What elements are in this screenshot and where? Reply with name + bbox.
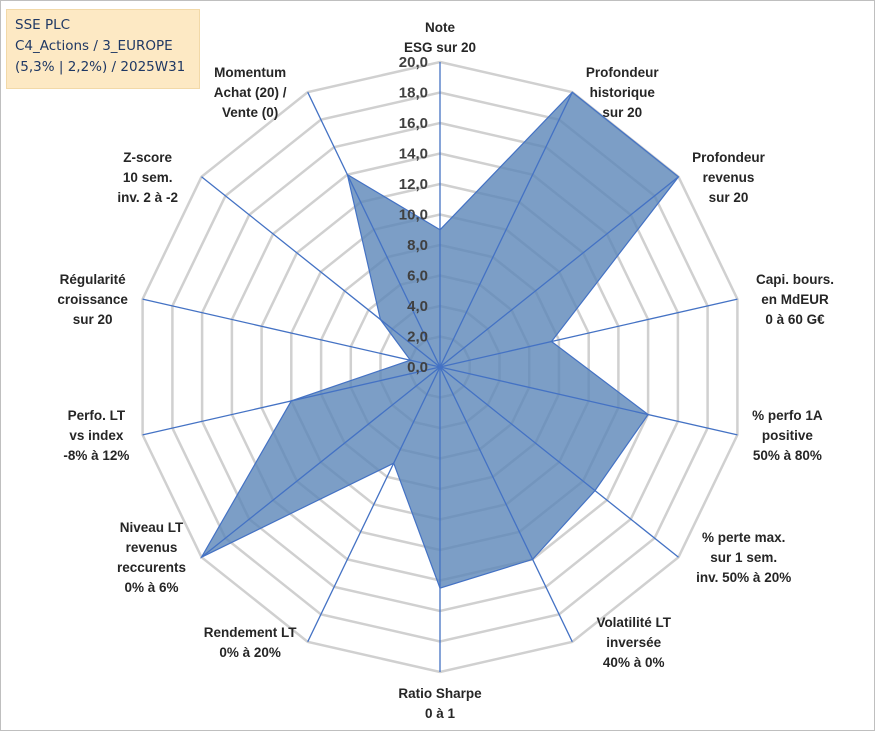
axis-label-line: vs index [69,428,124,443]
company-name: SSE PLC [15,17,71,33]
axis-label: Profondeur historique sur 20 [586,65,659,120]
axis-spoke [307,91,441,368]
axis-label: Profondeur revenus sur 20 [692,150,765,205]
axis-spoke [439,366,679,558]
axis-label-line: 0 à 60 G€ [765,312,825,327]
axis-label-line: Rendement LT [204,625,298,640]
axis-label-line: inversée [606,635,661,650]
axis-label: Niveau LT revenus reccurents 0% à 6% [117,520,186,595]
axis-label: Capi. bours. en MdEUR 0 à 60 G€ [756,272,834,327]
axis-label: Perfo. LT vs index -8% à 12% [63,408,129,463]
axis-spoke [439,366,738,436]
axis-label-line: inv. 2 à -2 [117,190,178,205]
tick-label: 2,0 [407,329,428,346]
tick-label: 14,0 [399,146,428,163]
axis-label-line: Achat (20) / [214,85,287,100]
axis-label-line: inv. 50% à 20% [696,570,791,585]
axis-label-line: % perfo 1A [752,408,823,423]
tick-label: 8,0 [407,237,428,254]
axis-spoke [142,298,441,368]
axis-label-line: revenus [703,170,755,185]
axis-label-line: Régularité [60,272,127,287]
axis-label-line: Momentum [214,65,286,80]
tick-label: 6,0 [407,268,428,285]
axis-spoke [439,298,738,368]
axis-spoke [201,176,441,368]
radar-spokes [142,62,738,672]
axis-label-line: reccurents [117,560,186,575]
axis-spoke [142,366,441,436]
axis-label-line: Profondeur [586,65,659,80]
axis-label-line: 50% à 80% [753,448,822,463]
axis-label-line: Z-score [123,150,172,165]
axis-label-line: ESG sur 20 [404,40,476,55]
axis-label: Z-score 10 sem. inv. 2 à -2 [117,150,178,205]
axis-label-line: sur 1 sem. [710,550,777,565]
axis-label-line: Capi. bours. [756,272,834,287]
tick-label: 0,0 [407,359,428,376]
axis-label: Ratio Sharpe 0 à 1 [398,686,482,721]
axis-spoke [439,176,679,368]
axis-label-line: revenus [126,540,178,555]
axis-label-line: Profondeur [692,150,765,165]
tick-label: 10,0 [399,207,428,224]
radar-tick-labels: 0,0 2,0 4,0 6,0 8,0 10,0 12,0 14,0 16,0 18,0 20,0 [399,54,428,376]
axis-label-line: 0% à 6% [124,580,178,595]
axis-label-line: % perte max. [702,530,785,545]
axis-label-line: en MdEUR [761,292,829,307]
axis-label: Volatilité LT inversée 40% à 0% [596,615,671,670]
axis-label-line: 0% à 20% [219,645,281,660]
axis-label-line: Vente (0) [222,105,278,120]
category-path: C4_Actions / 3_EUROPE [15,38,173,54]
axis-label: % perte max. sur 1 sem. inv. 50% à 20% [696,530,791,585]
axis-label-line: sur 20 [73,312,113,327]
tick-label: 18,0 [399,85,428,102]
axis-spoke [201,366,441,558]
axis-label-line: 10 sem. [123,170,173,185]
axis-label-line: positive [762,428,814,443]
axis-spoke [439,91,573,368]
axis-label: Régularité croissance sur 20 [57,272,128,327]
axis-label-line: -8% à 12% [63,448,129,463]
axis-spoke [307,366,441,643]
axis-label-line: historique [590,85,656,100]
axis-label-line: Note [425,20,455,35]
axis-label-line: 40% à 0% [603,655,665,670]
axis-label: Momentum Achat (20) / Vente (0) [214,65,287,120]
radar-axis-labels: Note ESG sur 20 Profondeur historique sur 20… [57,20,834,721]
info-box: SSE PLC C4_Actions / 3_EUROPE (5,3% | 2,… [6,9,200,89]
axis-label: Note ESG sur 20 [404,20,476,55]
axis-label-line: Ratio Sharpe [398,686,482,701]
tick-label: 16,0 [399,115,428,132]
axis-spoke [439,366,573,643]
axis-label-line: Volatilité LT [596,615,671,630]
axis-label-line: 0 à 1 [425,706,456,721]
period-info: (5,3% | 2,2%) / 2025W31 [15,59,186,75]
tick-label: 12,0 [399,176,428,193]
axis-label-line: sur 20 [602,105,642,120]
axis-label-line: croissance [57,292,128,307]
axis-label-line: Perfo. LT [68,408,126,423]
tick-label: 4,0 [407,298,428,315]
axis-label: Rendement LT 0% à 20% [204,625,298,660]
axis-label-line: Niveau LT [120,520,184,535]
axis-label: % perfo 1A positive 50% à 80% [752,408,823,463]
axis-label-line: sur 20 [709,190,749,205]
tick-label: 20,0 [399,54,428,71]
